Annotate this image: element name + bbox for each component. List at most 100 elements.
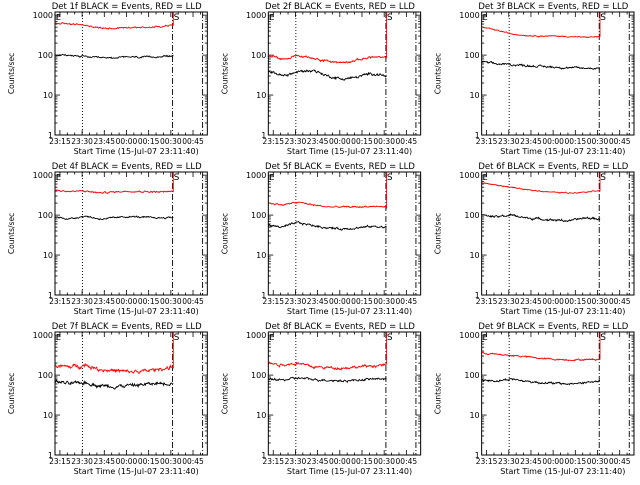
y-tick-label: 1000 — [459, 11, 479, 20]
x-tick-label: 00:15 — [138, 457, 160, 466]
plot-frame — [481, 11, 635, 136]
plot-frame — [267, 331, 422, 456]
y-tick-label: 1 — [48, 291, 53, 300]
detector-panel-1: Det 1f BLACK = Events, RED = LLD 1 10 100 10… — [7, 2, 208, 156]
plot-frame — [481, 331, 635, 456]
x-tick-label: 23:45 — [93, 457, 115, 466]
y-axis-label: Counts/sec — [220, 373, 229, 414]
start-marker: E — [269, 333, 274, 342]
y-tick-label: 1000 — [33, 171, 53, 180]
y-tick-label: 1000 — [246, 11, 266, 20]
y-axis-label: Counts/sec — [7, 373, 16, 414]
x-tick-label: 00:15 — [138, 137, 160, 146]
start-marker: E — [269, 13, 274, 22]
y-axis-label: Counts/sec — [220, 53, 229, 94]
y-tick-label: 10 — [43, 411, 53, 420]
saa-marker: S — [174, 13, 180, 23]
x-axis-label: Start Time (15-Jul-07 23:11:40) — [500, 467, 625, 476]
start-marker: E — [483, 173, 488, 182]
y-tick-label: 10 — [256, 91, 266, 100]
y-tick-label: 1 — [475, 131, 480, 140]
x-axis-label: Start Time (15-Jul-07 23:11:40) — [500, 147, 625, 156]
x-tick-label: 23:30 — [71, 297, 93, 306]
y-axis-label: Counts/sec — [434, 373, 443, 414]
y-tick-label: 1 — [475, 291, 480, 300]
x-tick-label: 00:30 — [587, 137, 609, 146]
plot-frame — [481, 171, 635, 296]
panel-title: Det 7f BLACK = Events, RED = LLD — [52, 322, 202, 332]
x-tick-label: 23:30 — [285, 137, 307, 146]
detector-panel-5: Det 5f BLACK = Events, RED = LLD 1 10 100 10… — [220, 162, 422, 316]
plot-frame — [54, 331, 208, 456]
detector-panel-7: Det 7f BLACK = Events, RED = LLD 1 10 100 10… — [7, 322, 208, 476]
detector-panel-6: Det 6f BLACK = Events, RED = LLD 1 10 100 10… — [434, 162, 635, 316]
y-tick-label: 1 — [48, 451, 53, 460]
x-axis-label: Start Time (15-Jul-07 23:11:40) — [74, 147, 199, 156]
x-tick-label: 00:30 — [160, 137, 182, 146]
start-marker: E — [483, 13, 488, 22]
y-tick-label: 100 — [38, 371, 53, 380]
lld-series-line — [55, 172, 174, 195]
x-tick-label: 23:15 — [262, 457, 284, 466]
y-axis-label: Counts/sec — [7, 213, 16, 254]
y-tick-label: 10 — [469, 251, 479, 260]
panel-title: Det 8f BLACK = Events, RED = LLD — [265, 322, 415, 332]
events-series-line — [54, 53, 174, 59]
panel-title: Det 3f BLACK = Events, RED = LLD — [478, 2, 628, 12]
y-tick-label: 10 — [469, 411, 479, 420]
x-tick-label: 23:15 — [262, 297, 284, 306]
y-axis-label: Counts/sec — [220, 213, 229, 254]
x-tick-label: 00:15 — [351, 297, 373, 306]
y-tick-label: 100 — [251, 371, 266, 380]
lld-series-line — [268, 12, 388, 64]
y-tick-label: 1 — [475, 451, 480, 460]
lld-series-line — [481, 12, 601, 39]
x-tick-label: 23:30 — [498, 457, 520, 466]
plot-frame — [267, 171, 422, 296]
x-tick-label: 00:00 — [329, 297, 351, 306]
x-tick-label: 00:30 — [160, 457, 182, 466]
lld-series-line — [55, 12, 174, 30]
x-tick-label: 00:15 — [565, 457, 587, 466]
x-tick-label: 00:15 — [351, 457, 373, 466]
panel-title: Det 4f BLACK = Events, RED = LLD — [52, 162, 202, 172]
x-tick-label: 00:00 — [116, 457, 138, 466]
x-tick-label: 23:30 — [498, 297, 520, 306]
x-tick-label: 00:45 — [609, 137, 631, 146]
y-tick-label: 1000 — [33, 11, 53, 20]
y-tick-label: 100 — [251, 51, 266, 60]
y-tick-label: 10 — [469, 91, 479, 100]
y-tick-label: 100 — [464, 371, 479, 380]
saa-marker: S — [387, 13, 393, 23]
lld-series-line — [481, 172, 601, 194]
x-tick-label: 00:00 — [329, 137, 351, 146]
x-tick-label: 00:30 — [587, 297, 609, 306]
lld-series-line — [55, 332, 174, 374]
x-tick-label: 00:15 — [138, 297, 160, 306]
x-tick-label: 00:45 — [609, 457, 631, 466]
start-marker: E — [483, 333, 488, 342]
x-tick-label: 23:15 — [49, 457, 71, 466]
x-tick-label: 23:15 — [476, 137, 498, 146]
saa-marker: S — [174, 333, 180, 343]
x-tick-label: 00:00 — [329, 457, 351, 466]
events-series-line — [268, 376, 387, 384]
x-tick-label: 23:15 — [49, 297, 71, 306]
y-tick-label: 10 — [256, 251, 266, 260]
detector-panel-4: Det 4f BLACK = Events, RED = LLD 1 10 100 10… — [7, 162, 208, 316]
y-axis-label: Counts/sec — [434, 53, 443, 94]
x-tick-label: 00:15 — [351, 137, 373, 146]
events-series-line — [268, 69, 387, 82]
x-tick-label: 00:30 — [373, 137, 395, 146]
y-tick-label: 100 — [464, 51, 479, 60]
y-tick-label: 100 — [38, 211, 53, 220]
x-tick-label: 23:45 — [93, 137, 115, 146]
x-tick-label: 00:45 — [182, 457, 204, 466]
x-tick-label: 23:45 — [520, 297, 542, 306]
x-axis-label: Start Time (15-Jul-07 23:11:40) — [287, 307, 412, 316]
y-tick-label: 1 — [261, 451, 266, 460]
x-axis-label: Start Time (15-Jul-07 23:11:40) — [74, 307, 199, 316]
y-tick-label: 1000 — [246, 171, 266, 180]
lld-series-line — [481, 332, 601, 362]
